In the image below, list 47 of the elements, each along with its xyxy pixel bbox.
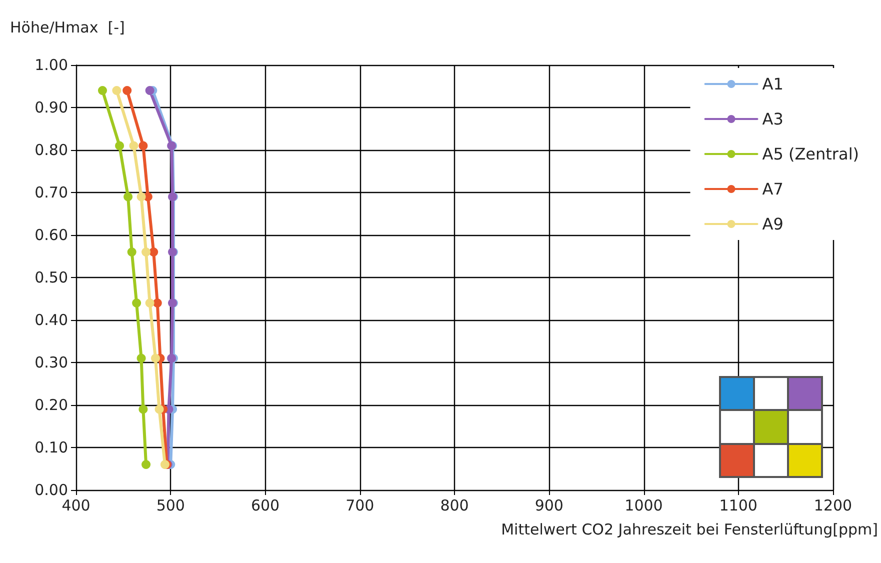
point — [98, 86, 107, 95]
legend-label: A3 — [762, 110, 784, 128]
point — [127, 248, 136, 256]
point — [138, 141, 148, 150]
y-tick-label: 0.30 — [34, 354, 68, 372]
point — [122, 86, 132, 95]
point — [142, 460, 151, 469]
y-axis-title: Höhe/Hmax [-] — [10, 18, 125, 36]
point — [124, 192, 133, 202]
y-tick-label: 0.70 — [34, 184, 68, 202]
y-tick-label: 1.00 — [34, 56, 68, 74]
legend-label: A7 — [762, 180, 784, 198]
point — [154, 404, 164, 414]
point — [115, 141, 124, 150]
point — [150, 354, 160, 363]
x-tick-label: 800 — [440, 496, 469, 514]
y-tick-label: 0.40 — [34, 311, 68, 329]
y-tick-label: 0.80 — [34, 141, 68, 159]
point — [145, 86, 154, 95]
x-tick-label: 900 — [534, 496, 564, 514]
point — [138, 404, 148, 414]
x-tick-label: 500 — [156, 496, 185, 514]
x-tick-label: 400 — [62, 496, 90, 514]
y-tick-label: 0.50 — [34, 268, 68, 286]
x-tick-label: 600 — [250, 496, 280, 514]
x-tick-label: 700 — [346, 496, 374, 514]
point — [145, 298, 154, 308]
y-tick-label: 0.60 — [34, 226, 68, 244]
point — [136, 354, 146, 363]
x-tick-label: 1100 — [719, 496, 758, 514]
y-tick-label: 0.00 — [34, 481, 68, 499]
x-tick-label: 1000 — [624, 496, 663, 514]
point — [112, 86, 122, 95]
y-tick-label: 0.90 — [34, 98, 68, 116]
legend-label: A1 — [762, 74, 784, 94]
point — [142, 248, 151, 256]
point — [132, 298, 142, 308]
point — [152, 298, 162, 308]
point — [129, 141, 138, 150]
point — [149, 248, 158, 256]
x-axis-title: Mittelwert CO2 Jahreszeit bei Fensterlüftung[ppm] — [501, 520, 878, 538]
x-tick-label: 1200 — [814, 496, 852, 514]
legend-label: A5 (Zentral) — [762, 144, 860, 164]
y-tick-label: 0.10 — [34, 438, 68, 456]
y-tick-label: 0.20 — [34, 396, 68, 414]
point — [136, 192, 146, 202]
legend-label: A9 — [762, 214, 784, 234]
